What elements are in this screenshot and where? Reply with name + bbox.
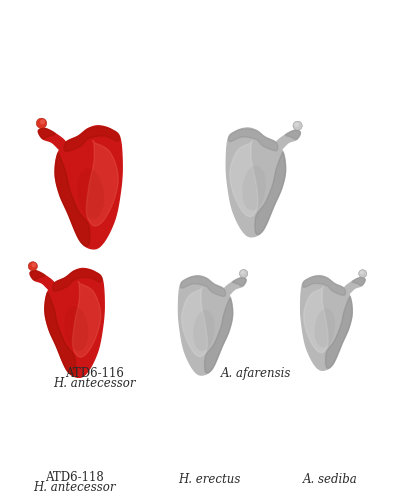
Polygon shape <box>86 141 118 226</box>
Polygon shape <box>255 152 286 235</box>
Polygon shape <box>303 276 345 295</box>
Ellipse shape <box>193 310 215 351</box>
Ellipse shape <box>359 270 367 278</box>
Text: A. afarensis: A. afarensis <box>221 367 291 380</box>
Text: H. antecessor: H. antecessor <box>54 377 136 390</box>
Polygon shape <box>344 278 365 295</box>
Ellipse shape <box>64 306 88 351</box>
Polygon shape <box>179 276 233 375</box>
Text: ATD6-116: ATD6-116 <box>65 367 124 380</box>
Polygon shape <box>229 129 278 151</box>
Polygon shape <box>233 278 246 286</box>
Ellipse shape <box>360 271 364 275</box>
Polygon shape <box>64 127 120 151</box>
Polygon shape <box>304 287 328 352</box>
Ellipse shape <box>294 122 299 127</box>
Polygon shape <box>285 130 300 140</box>
Ellipse shape <box>314 308 335 348</box>
Text: H. antecessor: H. antecessor <box>33 481 116 493</box>
Polygon shape <box>182 288 208 356</box>
Polygon shape <box>38 128 66 151</box>
Polygon shape <box>38 128 55 139</box>
Ellipse shape <box>28 262 37 271</box>
Ellipse shape <box>77 168 104 219</box>
Ellipse shape <box>36 118 47 128</box>
Polygon shape <box>230 141 258 216</box>
Polygon shape <box>55 126 122 249</box>
Polygon shape <box>30 271 45 280</box>
Polygon shape <box>352 278 365 285</box>
Polygon shape <box>181 277 226 296</box>
Polygon shape <box>226 128 286 237</box>
Polygon shape <box>326 297 352 368</box>
Ellipse shape <box>293 121 302 130</box>
Polygon shape <box>30 271 54 291</box>
Polygon shape <box>55 153 90 246</box>
Polygon shape <box>53 269 102 291</box>
Polygon shape <box>224 278 246 296</box>
Ellipse shape <box>241 271 245 275</box>
Polygon shape <box>45 269 104 377</box>
Polygon shape <box>45 292 76 375</box>
Ellipse shape <box>239 270 248 278</box>
Polygon shape <box>276 130 300 151</box>
Text: A. sediba: A. sediba <box>303 473 358 486</box>
Polygon shape <box>301 276 352 370</box>
Text: ATD6-118: ATD6-118 <box>45 471 104 484</box>
Ellipse shape <box>40 119 45 125</box>
Polygon shape <box>205 298 233 373</box>
Text: H. erectus: H. erectus <box>179 473 241 486</box>
Ellipse shape <box>242 166 266 211</box>
Polygon shape <box>73 282 101 357</box>
Ellipse shape <box>31 263 36 267</box>
